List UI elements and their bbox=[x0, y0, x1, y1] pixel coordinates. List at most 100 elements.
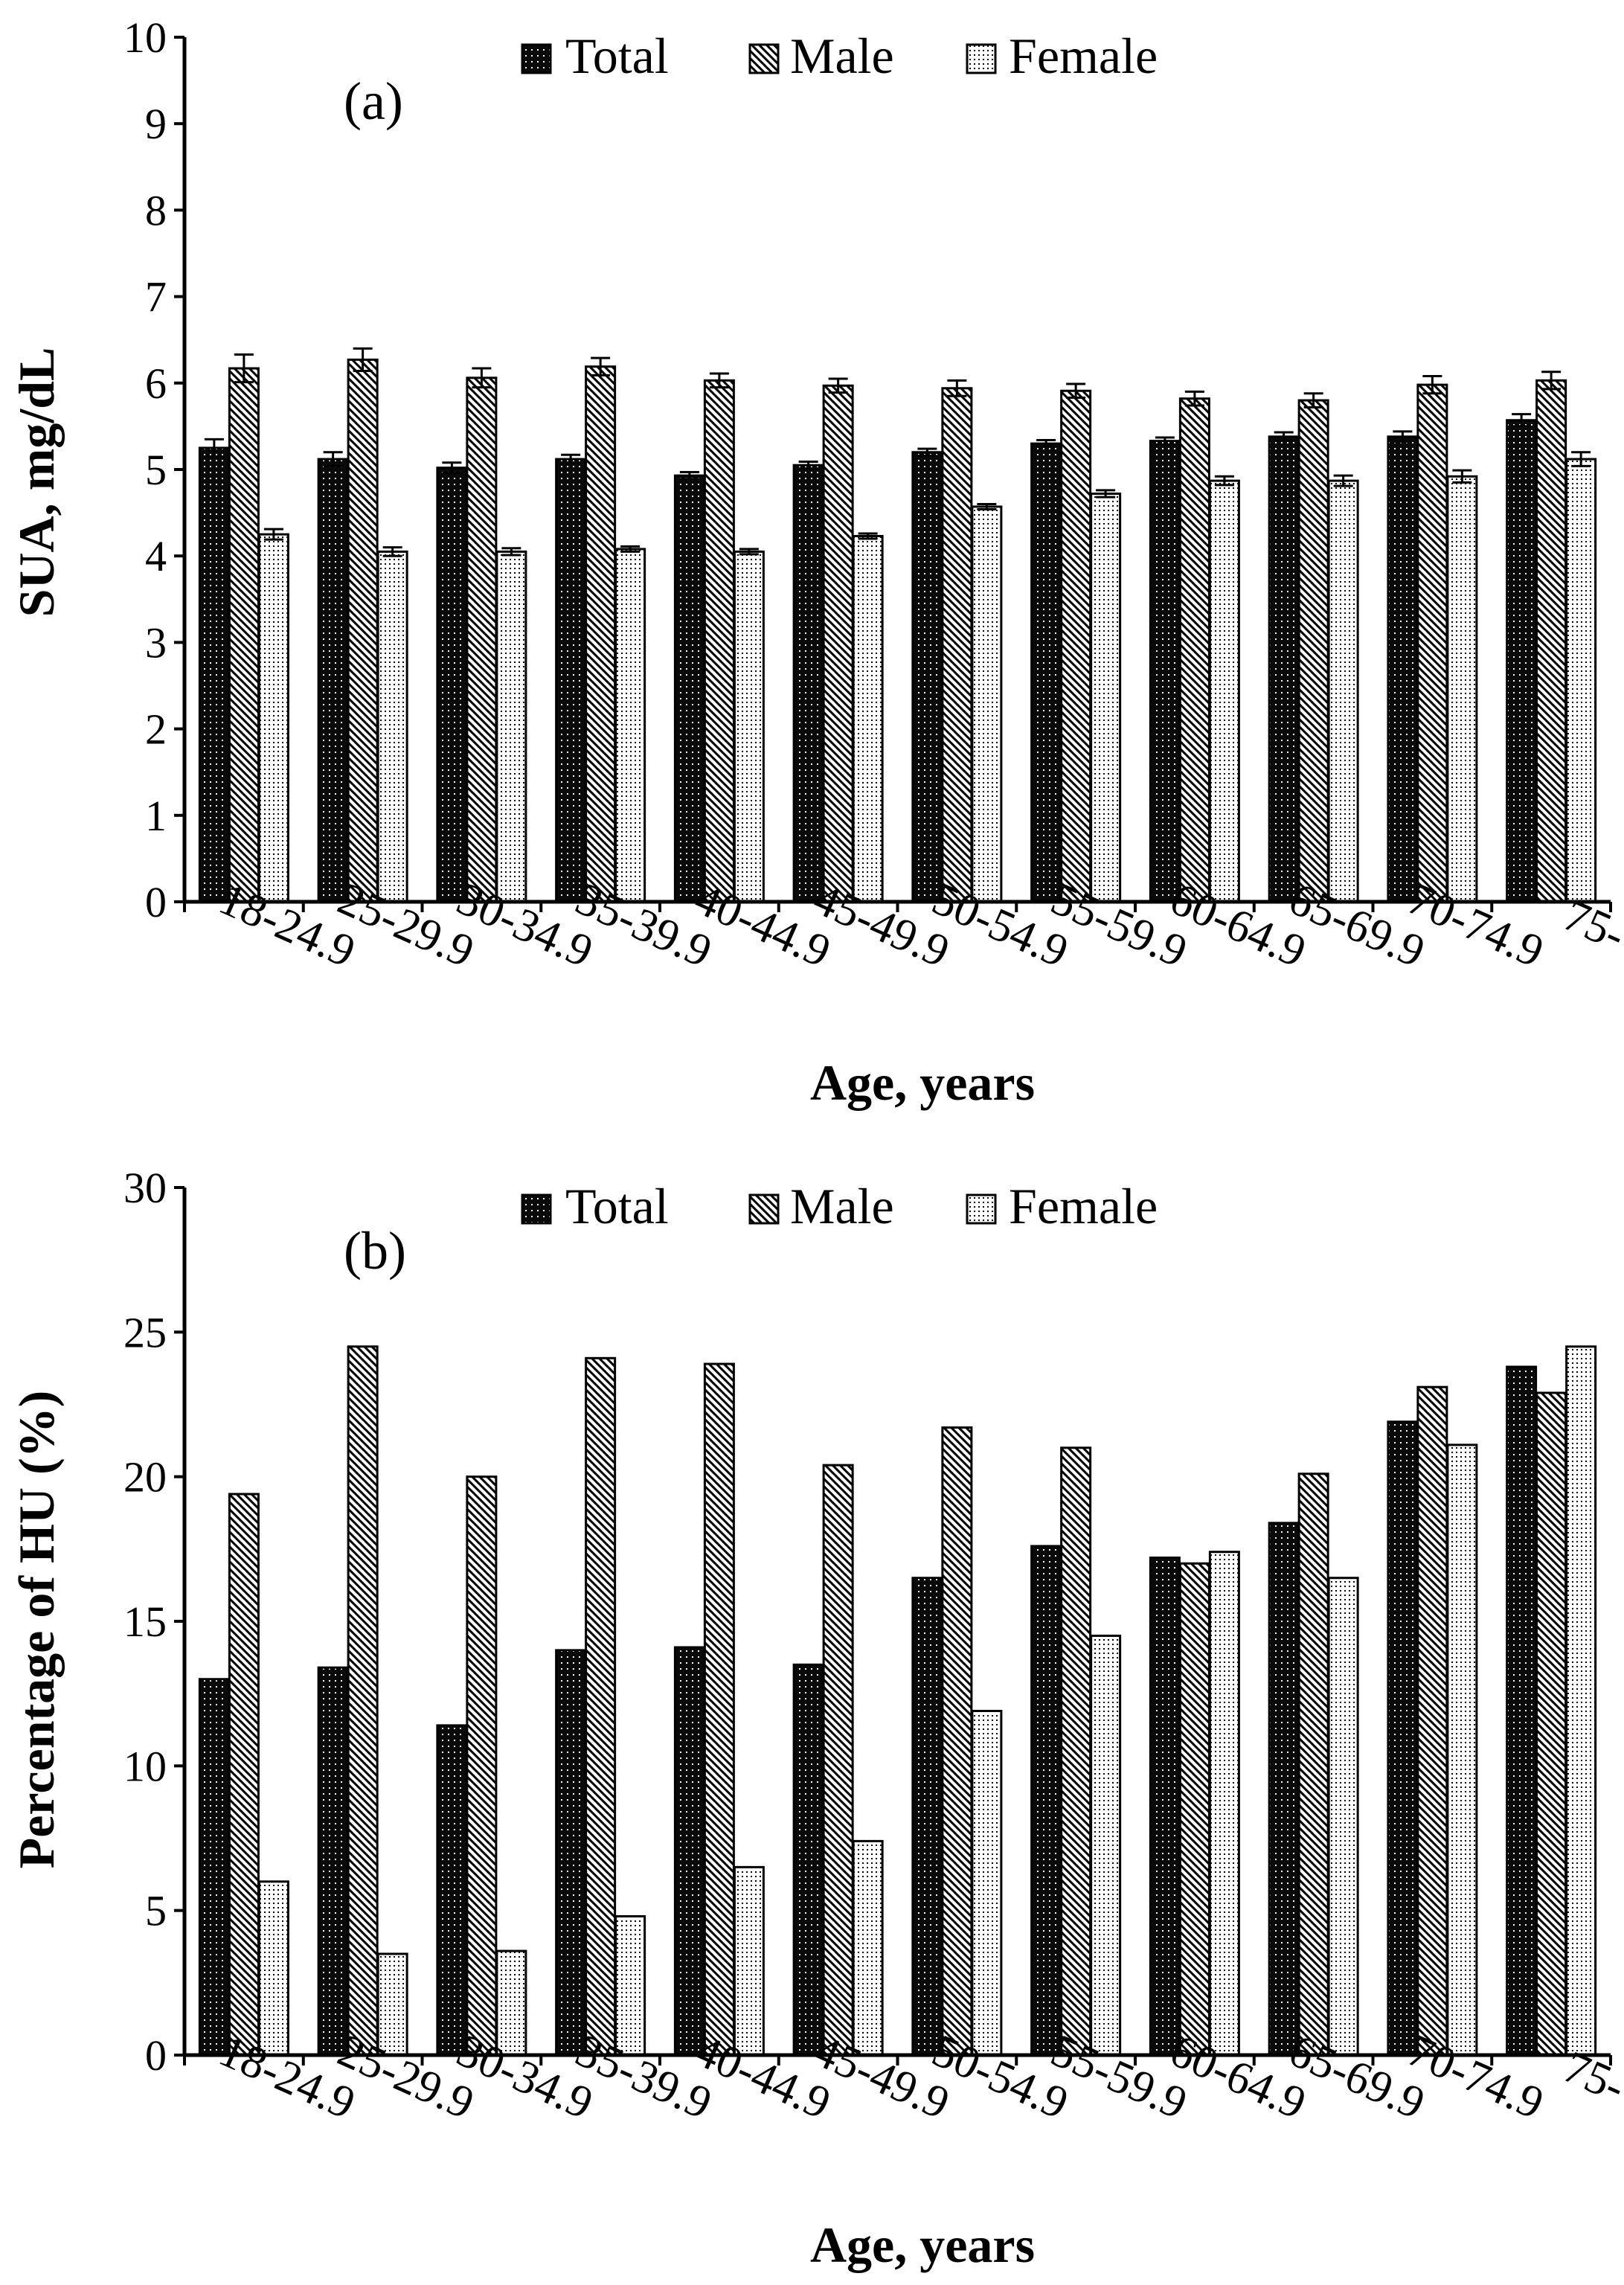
bar-female-65-69.9 bbox=[1327, 479, 1359, 903]
bar-female-55-59.9 bbox=[1090, 1634, 1122, 2057]
panel-label: (b) bbox=[344, 1221, 406, 1281]
error-bar-total-35-39.9 bbox=[561, 453, 581, 465]
y-tick-label: 7 bbox=[145, 273, 167, 321]
bar-total-40-44.9 bbox=[673, 1646, 705, 2057]
bar-female-75- bbox=[1565, 1345, 1597, 2057]
bar-female-55-59.9 bbox=[1090, 493, 1122, 903]
error-bar-female-50-54.9 bbox=[977, 502, 997, 510]
error-bar-female-25-29.9 bbox=[382, 546, 402, 557]
y-axis-label: Percentage of HU (%) bbox=[8, 1391, 65, 1869]
y-tick-label: 25 bbox=[123, 1308, 167, 1356]
bar-male-55-59.9 bbox=[1060, 1446, 1092, 2057]
bar-female-18-24.9 bbox=[257, 533, 289, 903]
y-tick-label: 6 bbox=[145, 359, 167, 408]
legend-swatch-female bbox=[966, 43, 997, 74]
bar-male-18-24.9 bbox=[228, 367, 260, 903]
error-bar-female-60-64.9 bbox=[1214, 475, 1234, 487]
bar-male-30-34.9 bbox=[466, 376, 498, 903]
error-bar-male-65-69.9 bbox=[1303, 392, 1323, 408]
error-bar-female-40-44.9 bbox=[739, 548, 759, 556]
error-bar-female-55-59.9 bbox=[1096, 489, 1116, 499]
legend: Total Male Female bbox=[521, 28, 1158, 84]
bar-female-40-44.9 bbox=[733, 1865, 765, 2057]
bar-male-65-69.9 bbox=[1297, 399, 1329, 903]
y-tick-label: 9 bbox=[145, 100, 167, 148]
y-tick-label: 5 bbox=[145, 446, 167, 494]
bar-total-30-34.9 bbox=[436, 467, 468, 903]
bar-total-60-64.9 bbox=[1149, 440, 1181, 903]
error-bar-total-40-44.9 bbox=[679, 470, 699, 481]
bar-male-55-59.9 bbox=[1060, 389, 1092, 903]
y-axis-label: SUA, mg/dL bbox=[8, 347, 65, 618]
bar-total-45-49.9 bbox=[792, 464, 824, 903]
bar-total-75- bbox=[1506, 419, 1538, 903]
bar-male-45-49.9 bbox=[822, 384, 854, 903]
bar-female-25-29.9 bbox=[376, 550, 408, 903]
bar-male-50-54.9 bbox=[941, 387, 973, 903]
bar-male-25-29.9 bbox=[347, 358, 379, 903]
legend-label-female: Female bbox=[1009, 28, 1158, 84]
bar-male-35-39.9 bbox=[585, 365, 617, 903]
bar-male-60-64.9 bbox=[1178, 397, 1210, 903]
y-tick-label: 0 bbox=[145, 878, 167, 926]
y-tick-label: 30 bbox=[123, 1164, 167, 1212]
bar-male-75- bbox=[1535, 379, 1567, 903]
error-bar-total-65-69.9 bbox=[1274, 431, 1294, 443]
bar-male-50-54.9 bbox=[941, 1426, 973, 2057]
y-tick-label: 2 bbox=[145, 705, 167, 754]
y-tick-label: 1 bbox=[145, 792, 167, 840]
legend-label-male: Male bbox=[790, 28, 894, 84]
bar-total-65-69.9 bbox=[1268, 1522, 1300, 2057]
error-bar-female-75- bbox=[1571, 451, 1591, 467]
bar-male-60-64.9 bbox=[1178, 1562, 1210, 2057]
bar-total-35-39.9 bbox=[555, 458, 587, 903]
bar-total-70-74.9 bbox=[1387, 1420, 1419, 2057]
bar-female-35-39.9 bbox=[614, 548, 646, 903]
y-tick-label: 5 bbox=[145, 1887, 167, 1935]
error-bar-male-18-24.9 bbox=[234, 353, 254, 384]
bar-total-65-69.9 bbox=[1268, 435, 1300, 903]
bar-female-70-74.9 bbox=[1446, 1443, 1478, 2057]
error-bar-total-45-49.9 bbox=[798, 461, 818, 470]
bar-male-75- bbox=[1535, 1391, 1567, 2057]
error-bar-female-35-39.9 bbox=[620, 545, 641, 553]
error-bar-female-65-69.9 bbox=[1333, 474, 1353, 487]
error-bar-total-25-29.9 bbox=[323, 451, 343, 467]
bar-total-25-29.9 bbox=[317, 458, 349, 903]
error-bar-male-70-74.9 bbox=[1422, 375, 1442, 395]
legend-label-male: Male bbox=[790, 1178, 894, 1234]
error-bar-total-60-64.9 bbox=[1155, 436, 1175, 446]
error-bar-male-25-29.9 bbox=[353, 347, 373, 373]
y-tick-label: 0 bbox=[145, 2031, 167, 2080]
y-tick-label: 10 bbox=[123, 13, 167, 62]
bar-female-45-49.9 bbox=[852, 534, 884, 903]
bar-total-18-24.9 bbox=[198, 1678, 230, 2057]
error-bar-male-55-59.9 bbox=[1066, 382, 1086, 400]
legend-swatch-male bbox=[748, 1193, 780, 1225]
bar-female-30-34.9 bbox=[495, 1949, 527, 2057]
y-tick-label: 10 bbox=[123, 1742, 167, 1790]
bar-total-75- bbox=[1506, 1365, 1538, 2057]
bar-male-35-39.9 bbox=[585, 1356, 617, 2057]
bar-total-50-54.9 bbox=[911, 1577, 943, 2057]
bar-total-30-34.9 bbox=[436, 1724, 468, 2057]
error-bar-total-55-59.9 bbox=[1036, 438, 1056, 449]
y-tick-label: 3 bbox=[145, 618, 167, 667]
error-bar-male-75- bbox=[1541, 371, 1562, 391]
bar-total-18-24.9 bbox=[198, 446, 230, 903]
legend-swatch-total bbox=[521, 1193, 552, 1225]
bar-female-70-74.9 bbox=[1446, 475, 1478, 903]
bar-total-40-44.9 bbox=[673, 474, 705, 903]
legend: Total Male Female bbox=[521, 1178, 1158, 1234]
y-tick-label: 20 bbox=[123, 1453, 167, 1502]
bar-total-50-54.9 bbox=[911, 451, 943, 903]
error-bar-total-75- bbox=[1512, 413, 1532, 428]
error-bar-male-40-44.9 bbox=[709, 372, 729, 389]
bar-total-35-39.9 bbox=[555, 1649, 587, 2057]
error-bar-female-45-49.9 bbox=[858, 532, 878, 540]
error-bar-female-18-24.9 bbox=[263, 528, 283, 541]
bar-female-60-64.9 bbox=[1208, 1551, 1240, 2057]
legend-swatch-total bbox=[521, 43, 552, 74]
error-bar-male-60-64.9 bbox=[1184, 390, 1204, 407]
bar-total-55-59.9 bbox=[1030, 442, 1062, 903]
